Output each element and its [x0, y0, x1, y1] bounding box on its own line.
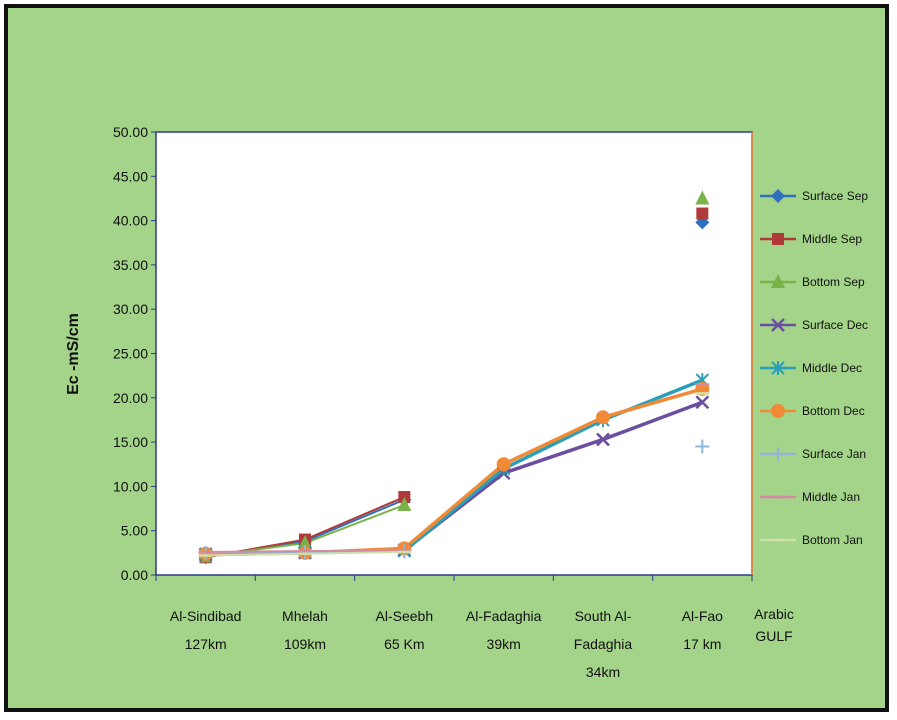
y-tick-label: 10.00 [113, 478, 148, 494]
y-tick-label: 30.00 [113, 301, 148, 317]
data-point [696, 207, 709, 220]
y-tick-label: 50.00 [113, 124, 148, 140]
line-chart: Ec -mS/cm 0.00 5.00 10.00 15.00 20.00 25.00 30… [65, 124, 868, 680]
x-tick-label: 34km [586, 664, 620, 680]
x-tick-label: Mhelah [282, 608, 328, 624]
legend-label: Surface Dec [802, 318, 868, 332]
chart-frame: Ec -mS/cm 0.00 5.00 10.00 15.00 20.00 25.00 30… [4, 4, 889, 712]
legend-label: Middle Dec [802, 361, 862, 375]
legend-marker [771, 404, 785, 418]
legend-label: Surface Jan [802, 447, 866, 461]
plot-area [155, 131, 753, 576]
legend-marker [772, 233, 784, 245]
x-tick-label: 39km [487, 636, 521, 652]
y-tick-label: 5.00 [121, 523, 148, 539]
x-tick-label: 127km [185, 636, 227, 652]
series-markers [198, 190, 710, 565]
legend-label: Surface Sep [802, 189, 868, 203]
data-point [695, 395, 710, 410]
legend-marker [771, 361, 785, 375]
data-point [298, 535, 312, 550]
y-tick-label: 20.00 [113, 390, 148, 406]
y-tick-label: 45.00 [113, 168, 148, 184]
y-tick-label: 0.00 [121, 567, 148, 583]
x-tick-label: Al-Fao [682, 608, 723, 624]
y-tick-label: 40.00 [113, 213, 148, 229]
y-tick-label: 25.00 [113, 346, 148, 362]
legend-label: Bottom Sep [802, 275, 865, 289]
x-tick-label: 65 Km [384, 636, 424, 652]
x-tick-label: 109km [284, 636, 326, 652]
legend-marker [771, 274, 785, 288]
legend-label: Bottom Dec [802, 404, 865, 418]
series-line [205, 387, 703, 556]
legend-marker [771, 447, 785, 461]
data-point [695, 190, 710, 205]
legend: Surface Sep Middle Sep Bottom Sep Surface D… [760, 189, 868, 547]
legend-marker [771, 189, 785, 203]
x-tick-label: Al-Sindibad [170, 608, 242, 624]
end-label: GULF [755, 628, 792, 644]
y-axis-label: Ec -mS/cm [65, 313, 82, 395]
data-point [596, 410, 610, 425]
legend-label: Bottom Jan [802, 533, 863, 547]
legend-label: Middle Sep [802, 232, 862, 246]
data-point [695, 439, 710, 454]
y-tick-label: 35.00 [113, 257, 148, 273]
x-tick-label: Fadaghia [574, 636, 633, 652]
data-point [397, 497, 412, 512]
x-tick-label: 17 km [683, 636, 721, 652]
x-tick-label: Al-Seebh [376, 608, 434, 624]
series-lines [206, 198, 703, 557]
data-point [496, 457, 511, 472]
end-label: Arabic [754, 606, 794, 622]
y-tick-label: 15.00 [113, 434, 148, 450]
data-point [596, 432, 610, 447]
legend-label: Middle Jan [802, 490, 860, 504]
x-axis-ticks: Al-Sindibad 127km Mhelah 109km Al-Seebh 65 Km… [155, 575, 794, 680]
x-tick-label: South Al- [575, 608, 632, 624]
y-axis-ticks: 0.00 5.00 10.00 15.00 20.00 25.00 30.00 35.00 40… [113, 124, 156, 583]
legend-marker [771, 318, 785, 332]
x-tick-label: Al-Fadaghia [466, 608, 542, 624]
